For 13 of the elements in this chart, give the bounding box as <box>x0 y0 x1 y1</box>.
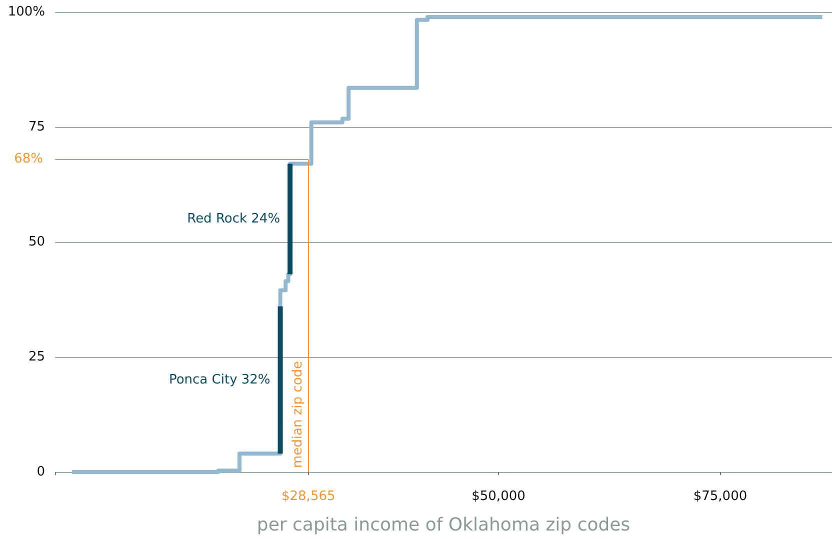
series-label: Ponca City 32% <box>168 372 270 388</box>
ref-line-label: 68% <box>14 152 43 167</box>
ref-line-label: median zip code <box>290 360 306 468</box>
y-tick-label: 25 <box>28 350 45 364</box>
x-axis-title: per capita income of Oklahoma zip codes <box>256 514 630 536</box>
series-label: Red Rock 24% <box>187 212 280 226</box>
y-tick-label: 50 <box>28 234 45 250</box>
y-tick-label: 0 <box>36 464 45 480</box>
x-tick-label: $50,000 <box>472 489 526 504</box>
y-tick-label: 75 <box>28 120 45 134</box>
y-tick-label: 100% <box>8 4 45 20</box>
x-tick-label: $28,565 <box>281 489 336 504</box>
x-tick-label: $75,000 <box>693 489 748 504</box>
